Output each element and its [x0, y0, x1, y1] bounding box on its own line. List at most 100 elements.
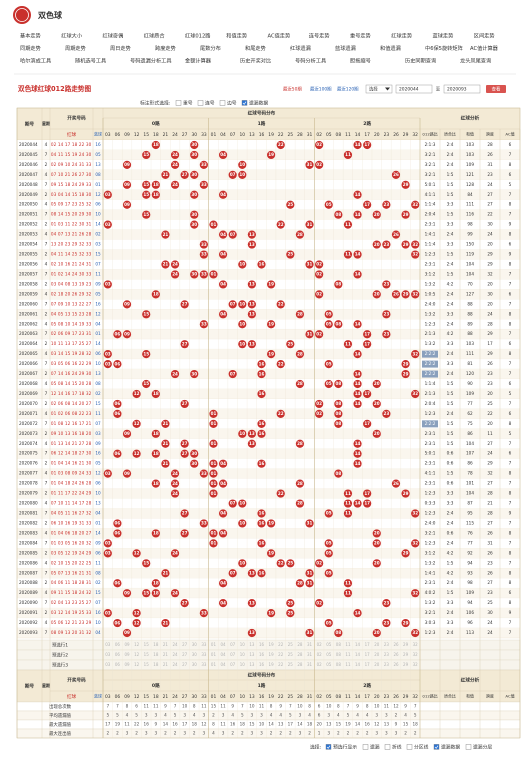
preselect-number[interactable]: 30: [192, 662, 198, 667]
nav-link[interactable]: 红球奇偶: [103, 32, 124, 40]
preselect-number[interactable]: 05: [326, 652, 332, 657]
preselect-number[interactable]: 10: [240, 652, 246, 657]
preselect-number[interactable]: 29: [403, 662, 409, 667]
nav-link[interactable]: 区间走势: [474, 32, 495, 40]
nav-link[interactable]: 胆拖缩号: [350, 57, 371, 65]
preselect-number[interactable]: 07: [230, 662, 236, 667]
preselect-number[interactable]: 20: [374, 652, 380, 657]
preselect-number[interactable]: 08: [336, 652, 342, 657]
preselect-number[interactable]: 20: [374, 662, 380, 667]
checkbox-label[interactable]: 边号: [227, 100, 237, 107]
preselect-number[interactable]: 23: [384, 662, 390, 667]
select-box[interactable]: [365, 84, 393, 94]
checkbox[interactable]: [197, 100, 204, 106]
preselect-number[interactable]: 09: [124, 642, 130, 647]
preselect-number[interactable]: 10: [240, 662, 246, 667]
checkbox-label[interactable]: 重号: [183, 100, 193, 107]
preselect-number[interactable]: 22: [278, 662, 284, 667]
nav-link[interactable]: 历史开奖对比: [240, 57, 271, 65]
preselect-number[interactable]: 20: [374, 642, 380, 647]
preselect-number[interactable]: 12: [134, 642, 140, 647]
checkbox-label[interactable]: 折线: [392, 744, 402, 751]
recent-link[interactable]: 最近50期: [283, 86, 302, 93]
preselect-number[interactable]: 14: [355, 642, 361, 647]
nav-link[interactable]: 号码遗漏分析工具: [130, 57, 172, 65]
preselect-number[interactable]: 26: [393, 642, 399, 647]
checkbox-label[interactable]: 遗漏数据: [441, 744, 460, 751]
preselect-number[interactable]: 07: [230, 652, 236, 657]
nav-link[interactable]: 尾数分布: [200, 44, 221, 52]
nav-link[interactable]: 金额计算器: [185, 57, 212, 65]
preselect-number[interactable]: 08: [336, 662, 342, 667]
checkbox[interactable]: [406, 744, 413, 750]
preselect-number[interactable]: 16: [259, 642, 265, 647]
preselect-number[interactable]: 24: [172, 662, 178, 667]
preselect-number[interactable]: 27: [182, 642, 188, 647]
nav-link[interactable]: 红球大小: [61, 32, 83, 40]
preselect-number[interactable]: 18: [153, 642, 159, 647]
checkbox[interactable]: [465, 744, 472, 750]
preselect-number[interactable]: 24: [172, 642, 178, 647]
nav-link[interactable]: 连号走势: [309, 32, 330, 40]
preselect-number[interactable]: 30: [192, 642, 198, 647]
preselect-number[interactable]: 09: [124, 662, 130, 667]
to-input[interactable]: [443, 84, 481, 94]
preselect-number[interactable]: 13: [249, 642, 255, 647]
nav-link[interactable]: 哈尔滨成工具: [20, 57, 51, 65]
preselect-number[interactable]: 22: [278, 642, 284, 647]
preselect-number[interactable]: 33: [201, 662, 207, 667]
checkbox[interactable]: [433, 744, 440, 750]
preselect-number[interactable]: 05: [326, 642, 332, 647]
preselect-number[interactable]: 18: [153, 652, 159, 657]
preselect-number[interactable]: 19: [269, 652, 275, 657]
preselect-number[interactable]: 28: [297, 642, 303, 647]
preselect-number[interactable]: 01: [211, 652, 217, 657]
checkbox[interactable]: [325, 744, 332, 750]
checkbox-label[interactable]: 遗漏分层: [473, 744, 492, 751]
preselect-number[interactable]: 31: [307, 652, 313, 657]
checkbox-label[interactable]: 连号: [205, 100, 215, 107]
preselect-number[interactable]: 18: [153, 662, 159, 667]
preselect-number[interactable]: 26: [393, 652, 399, 657]
nav-link[interactable]: 随机选号工具: [75, 57, 106, 65]
preselect-number[interactable]: 08: [336, 642, 342, 647]
preselect-number[interactable]: 24: [172, 652, 178, 657]
preselect-number[interactable]: 21: [163, 652, 169, 657]
nav-link[interactable]: AC值计算器: [470, 44, 499, 52]
preselect-number[interactable]: 32: [413, 642, 419, 647]
preselect-number[interactable]: 22: [278, 652, 284, 657]
preselect-number[interactable]: 31: [307, 642, 313, 647]
preselect-number[interactable]: 15: [144, 652, 150, 657]
preselect-number[interactable]: 23: [384, 652, 390, 657]
nav-link[interactable]: 历史同期查询: [405, 57, 436, 65]
preselect-number[interactable]: 32: [413, 652, 419, 657]
preselect-number[interactable]: 17: [365, 662, 371, 667]
preselect-number[interactable]: 26: [393, 662, 399, 667]
checkbox-label[interactable]: 预选行显示: [333, 744, 357, 751]
preselect-number[interactable]: 01: [211, 662, 217, 667]
checkbox-label[interactable]: 分区线: [414, 744, 429, 751]
preselect-number[interactable]: 28: [297, 652, 303, 657]
preselect-number[interactable]: 14: [355, 652, 361, 657]
preselect-number[interactable]: 05: [326, 662, 332, 667]
preselect-number[interactable]: 25: [288, 642, 294, 647]
preselect-number[interactable]: 17: [365, 652, 371, 657]
preselect-number[interactable]: 29: [403, 652, 409, 657]
view-button[interactable]: [486, 85, 506, 93]
preselect-number[interactable]: 07: [230, 642, 236, 647]
nav-link[interactable]: 蓝球遗漏: [335, 44, 356, 52]
nav-link[interactable]: AC值走势: [268, 32, 291, 40]
preselect-number[interactable]: 27: [182, 652, 188, 657]
nav-link[interactable]: 红球012路: [185, 32, 211, 40]
preselect-number[interactable]: 12: [134, 662, 140, 667]
nav-link[interactable]: 龙头凤尾查询: [460, 57, 491, 65]
preselect-number[interactable]: 04: [221, 642, 227, 647]
nav-link[interactable]: 号码分析工具: [295, 57, 326, 65]
nav-link[interactable]: 中6保5旋转矩阵: [425, 44, 463, 52]
nav-link[interactable]: 红球走势: [391, 32, 412, 40]
preselect-number[interactable]: 19: [269, 642, 275, 647]
preselect-number[interactable]: 31: [307, 662, 313, 667]
preselect-number[interactable]: 06: [115, 642, 121, 647]
preselect-number[interactable]: 21: [163, 642, 169, 647]
nav-link[interactable]: 和值遗漏: [380, 44, 401, 52]
